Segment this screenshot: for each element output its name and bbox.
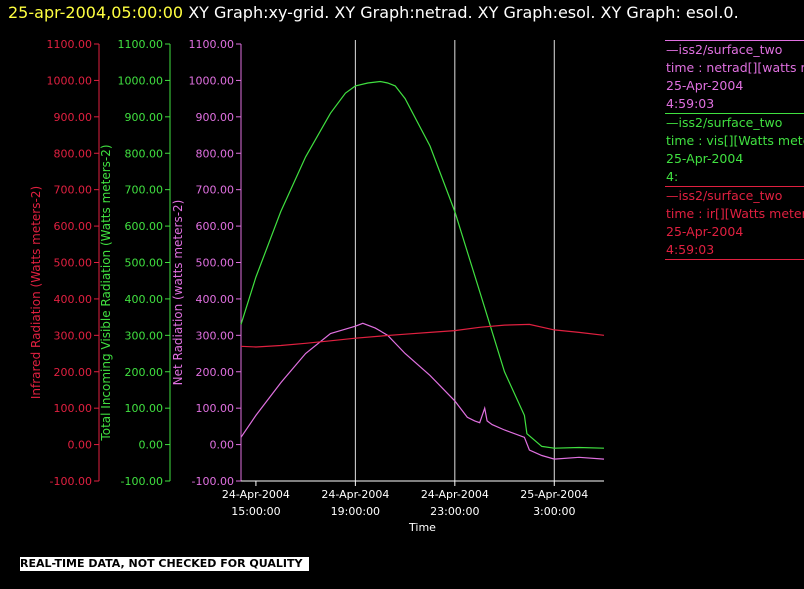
x-tick-time: 19:00:00 xyxy=(331,505,380,518)
y-tick-label: 1000.00 xyxy=(118,74,164,87)
legend-line: time : vis[][Watts meters-2] xyxy=(666,133,804,148)
legend-line: 25-Apr-2004 xyxy=(666,151,744,166)
legend-line: 25-Apr-2004 xyxy=(666,78,744,93)
y-tick-label: 900.00 xyxy=(196,111,235,124)
title-timestamp: 25-apr-2004,05:00:00 xyxy=(8,3,184,22)
y-tick-label: 700.00 xyxy=(54,184,93,197)
y-tick-label: 0.00 xyxy=(210,439,235,452)
legend-line: —iss2/surface_two xyxy=(666,42,783,57)
legend-line: 4:59:03 xyxy=(666,96,715,111)
y-tick-label: 300.00 xyxy=(196,329,235,342)
y-tick-label: 800.00 xyxy=(54,147,93,160)
series-line-vis xyxy=(240,80,605,449)
legend-line: time : ir[][Watts meters-2] xyxy=(666,206,804,221)
y-tick-label: 200.00 xyxy=(54,366,93,379)
y-tick-label: 0.00 xyxy=(139,439,164,452)
y-tick-label: 800.00 xyxy=(196,147,235,160)
y-tick-label: 500.00 xyxy=(125,257,164,270)
y-axis-ir: -100.00 0.00 100.00 200.00 300.00 400.00 500.0… xyxy=(29,38,100,488)
y-tick-label: 500.00 xyxy=(196,257,235,270)
x-tick-time: 15:00:00 xyxy=(231,505,280,518)
y-axes: -100.00 0.00 100.00 200.00 300.00 400.00 500.0… xyxy=(29,38,242,488)
x-tick-time: 23:00:00 xyxy=(430,505,479,518)
x-tick-date: 24-Apr-2004 xyxy=(421,488,489,501)
y-tick-label: 200.00 xyxy=(125,366,164,379)
y-tick-label: -100.00 xyxy=(192,475,234,488)
legend-line: 4:59:03 xyxy=(666,242,715,257)
y-axis-vis: -100.00 0.00 100.00 200.00 300.00 400.00 500.0… xyxy=(99,38,171,488)
y-tick-label: -100.00 xyxy=(50,475,92,488)
x-tick-date: 24-Apr-2004 xyxy=(222,488,290,501)
y-tick-label: 300.00 xyxy=(125,329,164,342)
legend-line: 4: xyxy=(666,169,679,184)
title-text: XY Graph:xy-grid. XY Graph:netrad. XY Gr… xyxy=(188,3,739,22)
y-tick-label: 400.00 xyxy=(125,293,164,306)
y-tick-label: 1100.00 xyxy=(47,38,93,51)
y-tick-label: 700.00 xyxy=(125,184,164,197)
x-tick-time: 3:00:00 xyxy=(533,505,575,518)
series-lines xyxy=(240,80,605,460)
y-axis-label-vis: Total Incoming Visible Radiation (Watts … xyxy=(99,144,113,441)
y-axis-net: -100.00 0.00 100.00 200.00 300.00 400.00 500.0… xyxy=(171,38,242,488)
y-tick-label: 600.00 xyxy=(125,220,164,233)
series-line-ir xyxy=(240,323,605,348)
y-tick-label: -100.00 xyxy=(121,475,163,488)
y-tick-label: 100.00 xyxy=(125,402,164,415)
y-tick-label: 1100.00 xyxy=(189,38,235,51)
y-tick-label: 0.00 xyxy=(68,439,93,452)
y-tick-label: 700.00 xyxy=(196,184,235,197)
quality-notice: REAL-TIME DATA, NOT CHECKED FOR QUALITY xyxy=(20,557,310,571)
gridlines xyxy=(354,40,555,481)
y-axis-label-ir: Infrared Radiation (Watts meters-2) xyxy=(29,186,43,399)
y-tick-label: 600.00 xyxy=(196,220,235,233)
y-tick-label: 900.00 xyxy=(125,111,164,124)
y-tick-label: 300.00 xyxy=(54,329,93,342)
y-tick-label: 100.00 xyxy=(196,402,235,415)
window-title: 25-apr-2004,05:00:00 XY Graph:xy-grid. X… xyxy=(8,2,798,23)
series-line-net xyxy=(240,322,605,460)
legend-line: —iss2/surface_two xyxy=(666,188,783,203)
x-tick-date: 24-Apr-2004 xyxy=(321,488,389,501)
y-tick-label: 1000.00 xyxy=(189,74,235,87)
legend-line: 25-Apr-2004 xyxy=(666,224,744,239)
y-tick-label: 100.00 xyxy=(54,402,93,415)
y-tick-label: 1100.00 xyxy=(118,38,164,51)
x-axis: 24-Apr-2004 15:00:00 24-Apr-2004 19:00:00 24… xyxy=(222,480,604,534)
y-tick-label: 900.00 xyxy=(54,111,93,124)
y-tick-label: 800.00 xyxy=(125,147,164,160)
y-tick-label: 400.00 xyxy=(54,293,93,306)
y-tick-label: 1000.00 xyxy=(47,74,93,87)
legend-line: —iss2/surface_two xyxy=(666,115,783,130)
y-tick-label: 600.00 xyxy=(54,220,93,233)
y-tick-label: 500.00 xyxy=(54,257,93,270)
y-tick-label: 200.00 xyxy=(196,366,235,379)
x-tick-date: 25-Apr-2004 xyxy=(520,488,588,501)
x-axis-label: Time xyxy=(408,521,436,534)
y-axis-label-net: Net Radiation (watts meters-2) xyxy=(171,200,185,386)
legend-line: time : netrad[][watts meters-2] xyxy=(666,60,804,75)
y-tick-label: 400.00 xyxy=(196,293,235,306)
